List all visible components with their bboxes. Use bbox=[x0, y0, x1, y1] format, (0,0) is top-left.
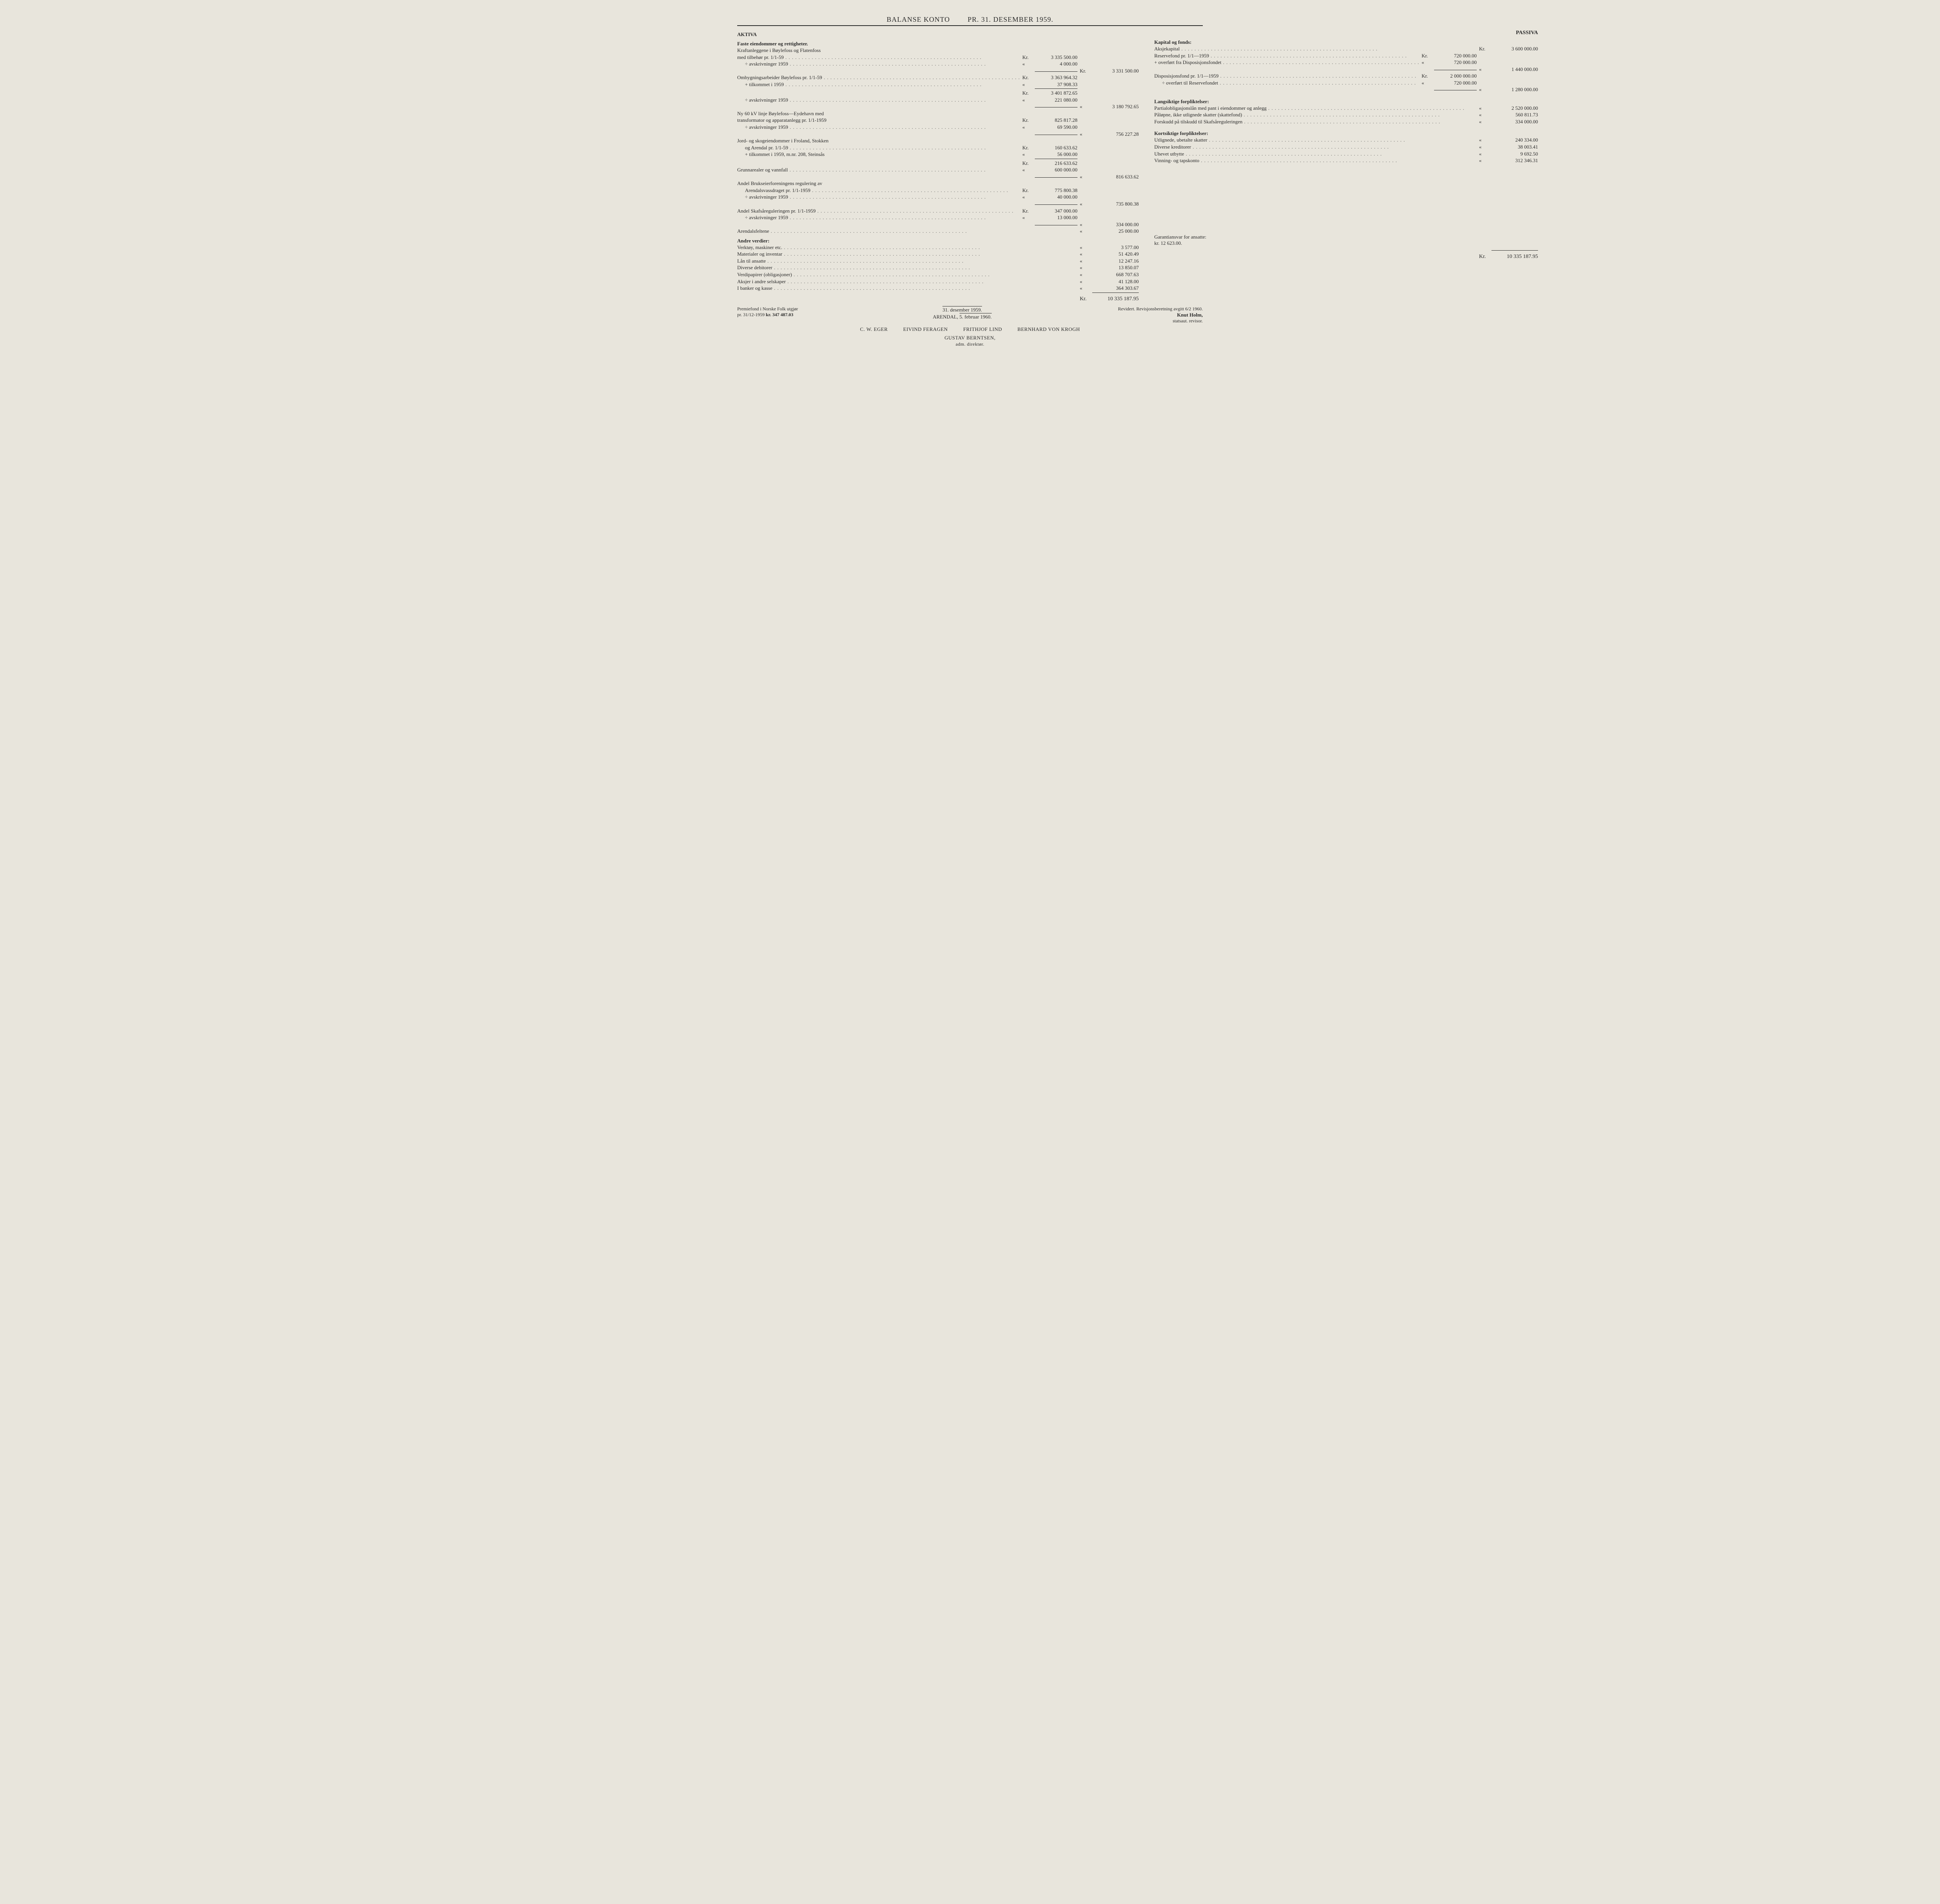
l4: Ombygningsarbeider Bøylefoss pr. 1/1-59 bbox=[737, 74, 1020, 81]
l5: + tilkommet i 1959 bbox=[737, 81, 1020, 88]
title-right: PR. 31. DESEMBER 1959. bbox=[968, 16, 1053, 24]
aktiva-total: Kr. 10 335 187.95 bbox=[737, 296, 1139, 302]
k1: Aksjekapital bbox=[1154, 45, 1419, 52]
signatures: C. W. EGER EIVIND FERAGEN FRITHJOF LIND … bbox=[737, 326, 1203, 332]
l11: og Arendal pr. 1/1-59 bbox=[737, 144, 1020, 151]
k3: + overført fra Disposisjonsfondet bbox=[1154, 59, 1419, 66]
q1: Utlignede, ubetalte skatter bbox=[1154, 137, 1477, 144]
l18: ÷ avskrivninger 1959 bbox=[737, 214, 1020, 221]
l9: ÷ avskrivninger 1959 bbox=[737, 124, 1020, 131]
passiva-total: Kr. 10 335 187.95 bbox=[1154, 254, 1538, 260]
q3: Uhevet utbytte bbox=[1154, 151, 1477, 158]
l13: Grunnarealer og vannfall bbox=[737, 166, 1020, 173]
aktiva-heading: AKTIVA bbox=[737, 31, 1139, 38]
l15: Arendalsvassdraget pr. 1/1-1959 bbox=[737, 187, 1020, 194]
l19: Arendalsfeltene bbox=[737, 228, 1020, 235]
k4: Disposisjonsfond pr. 1/1—1959 bbox=[1154, 73, 1419, 80]
date-block: 31. desember 1959. ARENDAL, 5. februar 1… bbox=[838, 306, 1086, 320]
p3: Forskudd på tilskudd til Skafsåregulerin… bbox=[1154, 118, 1477, 125]
passiva-heading: PASSIVA bbox=[1154, 30, 1538, 36]
l6: ÷ avskrivninger 1959 bbox=[737, 97, 1020, 104]
revisor-block: Revidert. Revisjonsberetning avgitt 6/2 … bbox=[1086, 306, 1203, 324]
q4: Vinning- og tapskonto bbox=[1154, 157, 1477, 164]
l1: Kraftanleggene i Bøylefoss og Flatenfoss bbox=[737, 47, 1020, 54]
a6: Aksjer i andre selskaper bbox=[737, 278, 1020, 285]
l14: Andel Brukseierforeningens regulering av bbox=[737, 180, 1020, 187]
andre-heading: Andre verdier: bbox=[737, 238, 1139, 244]
aktiva-column: AKTIVA Faste eiendommer og rettigheter. … bbox=[737, 30, 1139, 302]
a3: Lån til ansatte bbox=[737, 258, 1020, 265]
l17: Andel Skafsåreguleringen pr. 1/1-1959 bbox=[737, 208, 1020, 215]
l2: med tilbehør pr. 1/1-59 bbox=[737, 54, 1020, 61]
a5: Verdipapirer (obligasjoner) bbox=[737, 271, 1020, 278]
a4: Diverse debitorer bbox=[737, 264, 1020, 271]
page-title: BALANSE KONTO PR. 31. DESEMBER 1959. bbox=[737, 16, 1203, 24]
kapital-heading: Kapital og fonds: bbox=[1154, 39, 1538, 45]
faste-heading: Faste eiendommer og rettigheter. bbox=[737, 41, 1139, 47]
l12: + tilkommet i 1959, m.nr. 208, Steinsås bbox=[737, 151, 1020, 158]
garanti-block: Garantiansvar for ansatte: kr. 12 623.00… bbox=[1154, 234, 1538, 246]
l16: ÷ avskrivninger 1959 bbox=[737, 194, 1020, 201]
passiva-column: PASSIVA Kapital og fonds: Aksjekapital Kr… bbox=[1154, 30, 1538, 302]
lang-heading: Langsiktige forpliktelser: bbox=[1154, 99, 1538, 105]
q2: Diverse kreditorer bbox=[1154, 144, 1477, 151]
a7: I banker og kasse bbox=[737, 285, 1020, 292]
l7: Ny 60 kV linje Bøylefoss—Eydehavn med bbox=[737, 110, 1020, 117]
kort-heading: Kortsiktige forpliktelser: bbox=[1154, 130, 1538, 137]
k2: Reservefond pr. 1/1—1959 bbox=[1154, 52, 1419, 59]
premiefond-block: Premiefond i Norske Folk utgjør pr. 31/1… bbox=[737, 306, 838, 318]
title-left: BALANSE KONTO bbox=[887, 16, 950, 24]
l8: transformator og apparatanlegg pr. 1/1-1… bbox=[737, 117, 1020, 124]
balance-sheet-page: BALANSE KONTO PR. 31. DESEMBER 1959. AKT… bbox=[737, 16, 1203, 347]
k5: ÷ overført til Reservefondet bbox=[1154, 80, 1419, 87]
footer: Premiefond i Norske Folk utgjør pr. 31/1… bbox=[737, 306, 1203, 347]
title-rule bbox=[737, 25, 1203, 26]
a1: Verktøy, maskiner etc. bbox=[737, 244, 1020, 251]
director-signature: GUSTAV BERNTSEN, adm. direktør. bbox=[737, 335, 1203, 347]
l3: ÷ avskrivninger 1959 bbox=[737, 61, 1020, 68]
garanti-l2: kr. 12 623.00. bbox=[1154, 240, 1538, 246]
garanti-l1: Garantiansvar for ansatte: bbox=[1154, 234, 1538, 240]
a2: Materialer og inventar bbox=[737, 251, 1020, 258]
l10: Jord- og skogeiendommer i Froland, Stokk… bbox=[737, 137, 1020, 144]
p2: Påløpne, ikke utlignede skatter (skattef… bbox=[1154, 111, 1477, 118]
columns: AKTIVA Faste eiendommer og rettigheter. … bbox=[737, 30, 1203, 302]
p1: Partialobligasjonslån med pant i eiendom… bbox=[1154, 105, 1477, 112]
